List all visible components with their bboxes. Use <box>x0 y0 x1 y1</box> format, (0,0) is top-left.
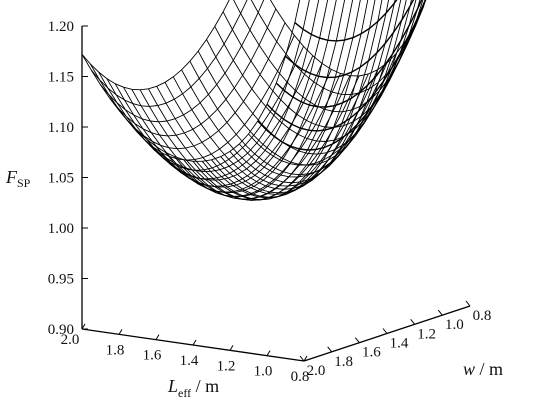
mesh-line-l-2 <box>100 0 265 123</box>
mesh-line-l-5 <box>127 35 295 161</box>
y-axis-title: w / m <box>463 359 503 379</box>
x-tick-label: 1.6 <box>143 348 162 364</box>
y-tick-mark <box>327 346 333 353</box>
z-tick-label: 0.90 <box>48 322 74 338</box>
mesh-line-l-6 <box>137 46 304 171</box>
mesh-line-l-14 <box>211 69 378 198</box>
y-tick-label: 1.2 <box>417 326 436 342</box>
x-tick-label: 1.0 <box>254 364 273 380</box>
y-axis-title-unit: / m <box>475 359 503 379</box>
mesh-line-l-18 <box>248 25 415 166</box>
x-tick-mark <box>155 334 160 340</box>
y-tick-label: 1.6 <box>362 345 381 361</box>
mesh-line-w-9 <box>156 0 376 199</box>
surface-mesh <box>81 0 427 201</box>
tick-labels: 0.90 0.95 1.00 1.05 1.10 1.15 1.20 2.0 1.8 1.6 1.4… <box>48 19 492 385</box>
y-tick-label: 0.8 <box>473 308 492 324</box>
z-axis-title-main: F <box>5 167 18 187</box>
mesh-line-w-4 <box>114 0 337 194</box>
z-axis-title-sub: SP <box>17 176 31 190</box>
z-tick-label: 0.95 <box>48 272 74 288</box>
mesh-line-l-0 <box>81 0 230 91</box>
x-tick-mark <box>266 350 271 356</box>
x-tick-mark <box>192 339 197 346</box>
mesh-line-l-9 <box>164 69 332 193</box>
x-axis-title-unit: / m <box>191 376 219 396</box>
y-tick-label: 1.0 <box>445 317 464 333</box>
axes <box>81 26 471 362</box>
x-tick-label: 1.2 <box>217 358 236 374</box>
mesh-line-l-20 <box>266 0 427 132</box>
mesh-line-w-8 <box>148 0 369 201</box>
y-tick-mark <box>382 328 388 334</box>
y-tick-mark <box>299 355 305 362</box>
z-tick-label: 1.05 <box>48 171 74 187</box>
x-tick-mark <box>303 355 308 362</box>
mesh-line-w-0 <box>81 0 301 162</box>
mesh-line-l-13 <box>201 73 369 201</box>
x-tick-mark <box>229 345 234 351</box>
x-axis-title-sub: eff <box>178 386 191 400</box>
z-tick-label: 1.00 <box>48 221 74 237</box>
mesh-line-l-15 <box>220 62 388 194</box>
x-tick-label: 1.8 <box>106 342 125 358</box>
y-tick-label: 1.4 <box>390 336 409 352</box>
mesh-line-l-12 <box>192 75 360 201</box>
mesh-line-w-7 <box>139 0 361 201</box>
z-tick-label: 1.20 <box>48 19 74 35</box>
x-axis-title: Leff / m <box>167 376 219 400</box>
y-tick-mark <box>354 337 360 343</box>
mesh-line-w-3 <box>106 0 329 188</box>
mesh-line-l-8 <box>155 63 323 187</box>
y-tick-mark <box>410 319 416 325</box>
mesh-line-l-10 <box>174 73 341 197</box>
x-axis-title-main: L <box>167 376 178 396</box>
z-tick-label: 1.10 <box>48 120 74 136</box>
y-tick-mark <box>437 309 443 316</box>
x-tick-label: 2.0 <box>61 332 80 348</box>
y-tick-label: 1.8 <box>334 354 353 370</box>
mesh-line-l-1 <box>90 0 248 107</box>
mesh-line-l-21 <box>275 0 423 108</box>
x-tick-label: 0.8 <box>291 369 310 385</box>
y-tick-mark <box>465 300 471 307</box>
y-tick-label: 2.0 <box>307 363 326 379</box>
mesh-line-l-17 <box>238 41 406 178</box>
x-tick-mark <box>81 323 86 330</box>
mesh-line-l-19 <box>257 5 425 151</box>
y-axis-title-main: w <box>463 359 475 379</box>
z-tick-label: 1.15 <box>48 70 74 86</box>
z-axis-title: FSP <box>5 167 31 190</box>
mesh-line-l-23 <box>294 0 398 42</box>
mesh-line-l-22 <box>285 0 415 79</box>
mesh-line-l-4 <box>118 22 286 150</box>
mesh-line-l-3 <box>109 8 277 137</box>
x-tick-label: 1.4 <box>180 353 199 369</box>
mesh-line-l-11 <box>183 75 351 200</box>
x-tick-mark <box>118 329 123 335</box>
